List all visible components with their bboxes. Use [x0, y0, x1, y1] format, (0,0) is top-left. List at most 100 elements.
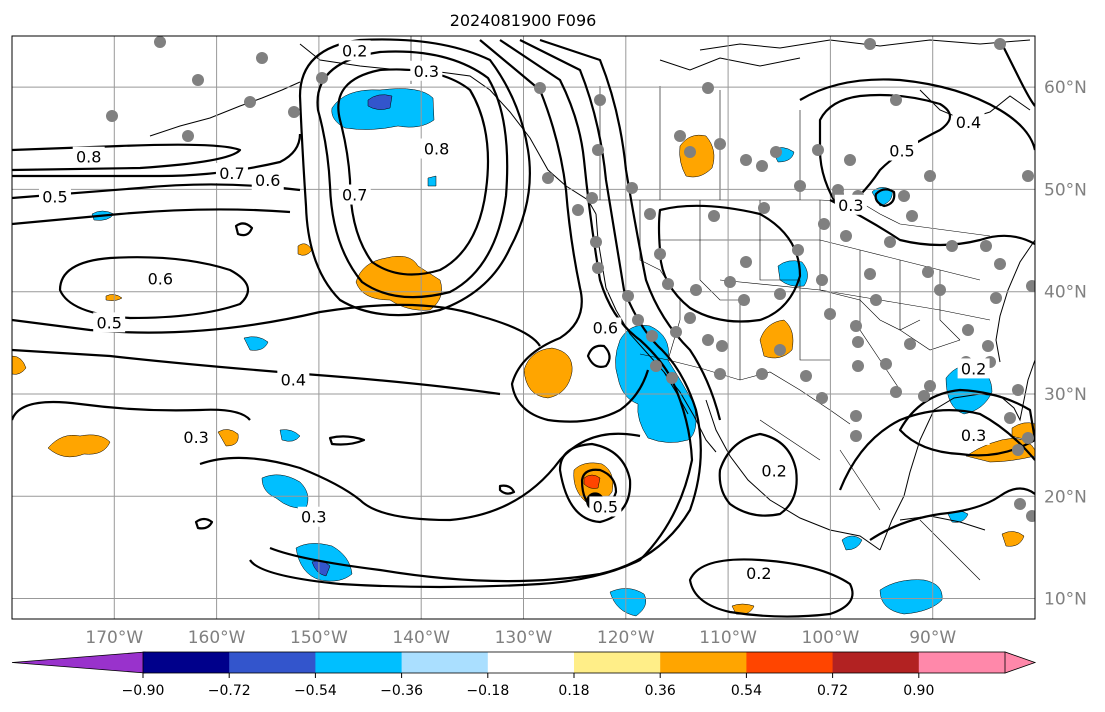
- contour-label-bg: [589, 317, 622, 338]
- contour-alaska-outer: [298, 38, 531, 317]
- shade-negative-caribbean: [879, 579, 943, 615]
- contour-pacific-03: [12, 400, 251, 421]
- shade-negative-small-2: [279, 429, 301, 442]
- contour-label: 0.5: [42, 188, 67, 207]
- coastline-mexico-west: [705, 399, 881, 551]
- contour-mexico-02: [718, 432, 798, 517]
- contour-label-bg: [93, 312, 126, 333]
- colorbar-tick-label: 0.18: [558, 683, 589, 699]
- lon-tick-label: 90°W: [909, 628, 956, 648]
- colorbar-tick-label: 0.36: [645, 683, 676, 699]
- shade-negative-small-1: [243, 336, 269, 351]
- contour-canada-04: [799, 78, 1035, 151]
- lon-tick-label: 140°W: [392, 628, 450, 648]
- colorbar-bin: [401, 652, 489, 673]
- colorbar-tick-label: 0.90: [903, 683, 934, 699]
- contour-label-bg: [420, 138, 453, 159]
- colorbar-bin: [143, 652, 230, 673]
- map-panel: 0.2 0.3 0.8 0.7 0.6 0.5 0.8 0.7 0.6 0.5 0.4 0.3 0.6 0…: [11, 35, 1036, 620]
- border-states-5: [660, 239, 981, 281]
- contour-label: 0.2: [746, 564, 771, 583]
- colorbar-tick-label: 0.54: [731, 683, 762, 699]
- colorbar-tick-label: −0.90: [122, 683, 165, 699]
- colorbar-bin: [315, 652, 403, 673]
- shade-negative-central-america: [841, 535, 863, 551]
- shade-positive-small-1: [217, 429, 239, 447]
- contour-central-pacific-big: [199, 432, 641, 522]
- colorbar-bin: [746, 652, 834, 673]
- colorbar-tick-label: −0.36: [380, 683, 423, 699]
- contour-label: 0.3: [183, 428, 208, 447]
- shade-positive-central-america-small: [1001, 531, 1025, 547]
- contour-label-bg: [957, 424, 990, 445]
- contour-label: 0.4: [956, 113, 981, 132]
- lat-tick-label: 60°N: [1044, 78, 1087, 98]
- contour-label-bg: [758, 460, 791, 481]
- contour-label: 0.8: [76, 148, 101, 167]
- coastline-arctic: [699, 39, 1031, 51]
- border-states-2: [699, 200, 741, 380]
- contour-label: 0.7: [342, 186, 367, 205]
- contour-label-bg: [277, 369, 310, 390]
- colorbar-bin: [487, 652, 575, 673]
- contour-central-small-2: [328, 435, 366, 446]
- contour-southeast-loop: [898, 388, 1035, 457]
- colorbar-tick-label: 0.72: [817, 683, 848, 699]
- contour-label: 0.7: [219, 164, 244, 183]
- contour-caribbean-02: [869, 487, 1035, 541]
- contour-alaska-mid: [316, 50, 509, 299]
- lat-tick-label: 10°N: [1044, 590, 1087, 610]
- lon-tick-label: 130°W: [495, 628, 553, 648]
- colorbar: −0.90 −0.72 −0.54 −0.36 −0.18 0.18 0.36 0.54 0.7…: [11, 651, 1037, 699]
- figure-title: 2024081900 F096: [450, 11, 597, 30]
- colorbar-under: [11, 651, 146, 674]
- contour-label-bg: [72, 146, 105, 167]
- contour-hawaii-small: [194, 517, 214, 530]
- contour-label-bg: [957, 358, 990, 379]
- lat-tick-label: 30°N: [1044, 385, 1087, 405]
- border-mexico-states: [759, 419, 881, 511]
- shade-positive-canada: [679, 134, 715, 178]
- contour-canada-small: [874, 188, 896, 208]
- contour-trough-1: [249, 39, 694, 589]
- lat-tick-label: 50°N: [1044, 180, 1087, 200]
- colorbar-over: [1004, 651, 1037, 674]
- contour-south-02: [688, 558, 854, 618]
- colorbar-bin: [918, 652, 1006, 673]
- contour-west-ridge-2: [12, 133, 302, 178]
- contour-label-bg: [589, 496, 622, 517]
- contour-label-bg: [410, 60, 443, 81]
- lon-tick-label: 150°W: [290, 628, 348, 648]
- border-us-mexico: [639, 353, 851, 425]
- contour-label-bg: [144, 268, 177, 289]
- border-central-america: [919, 519, 981, 581]
- contour-pacific-05: [12, 303, 541, 347]
- coastline-aleutians: [149, 81, 301, 137]
- contour-label: 0.2: [761, 462, 786, 481]
- lon-tick-label: 170°W: [85, 628, 143, 648]
- contour-label-bg: [742, 562, 775, 583]
- contour-label-bg: [834, 194, 867, 215]
- contour-trough-2: [269, 39, 702, 583]
- border-states-3: [759, 200, 830, 361]
- coastline-canada-islands: [659, 57, 801, 71]
- contour-central-small-3: [498, 484, 516, 495]
- contour-label-bg: [297, 506, 330, 527]
- colorbar-bin: [832, 652, 920, 673]
- contour-label: 0.4: [281, 371, 306, 390]
- lat-tick-label: 20°N: [1044, 487, 1087, 507]
- contour-label: 0.5: [593, 497, 618, 516]
- shade-strong-negative-alaska: [367, 94, 393, 110]
- colorbar-tick-label: −0.54: [294, 683, 337, 699]
- contour-label-bg: [251, 170, 284, 191]
- lon-tick-label: 110°W: [699, 628, 757, 648]
- colorbar-bin: [574, 652, 661, 673]
- border-states-7: [859, 250, 901, 391]
- contour-label: 0.6: [148, 269, 173, 288]
- shade-positive-far-west: [47, 434, 111, 458]
- contour-label: 0.3: [961, 426, 986, 445]
- lon-tick-label: 120°W: [597, 628, 655, 648]
- contour-label: 0.6: [593, 319, 618, 338]
- contour-label: 0.5: [96, 313, 121, 332]
